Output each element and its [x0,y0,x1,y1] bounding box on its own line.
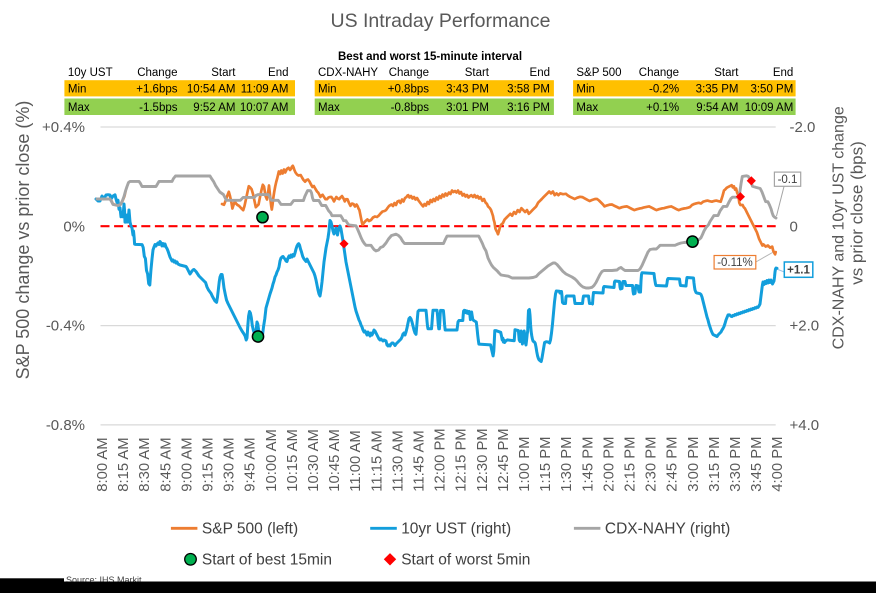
svg-text:CDX-NAHY: CDX-NAHY [318,67,378,79]
svg-text:Min: Min [68,84,87,96]
svg-text:CDX-NAHY (right): CDX-NAHY (right) [605,521,730,538]
svg-text:10:54 AM: 10:54 AM [187,84,236,96]
svg-text:10y UST: 10y UST [68,67,113,79]
svg-text:10:07 AM: 10:07 AM [240,102,289,114]
svg-text:3:58 PM: 3:58 PM [507,84,550,96]
svg-text:12:45 PM: 12:45 PM [496,428,512,491]
svg-text:Change: Change [389,67,429,79]
svg-text:10:45 AM: 10:45 AM [327,429,343,492]
svg-text:9:54 AM: 9:54 AM [696,102,738,114]
svg-text:S&P 500 (left): S&P 500 (left) [202,521,298,538]
svg-text:9:45 AM: 9:45 AM [243,437,259,491]
svg-text:+0.8bps: +0.8bps [388,84,429,96]
svg-text:11:00 AM: 11:00 AM [348,430,364,491]
svg-text:8:15 AM: 8:15 AM [116,437,132,491]
svg-text:Max: Max [576,102,598,114]
svg-text:3:01 PM: 3:01 PM [446,102,489,114]
svg-text:10:30 AM: 10:30 AM [306,429,322,492]
svg-text:11:09 AM: 11:09 AM [241,84,289,96]
svg-text:9:52 AM: 9:52 AM [193,102,235,114]
svg-text:S&P 500: S&P 500 [576,67,621,79]
svg-text:2:45 PM: 2:45 PM [665,437,681,492]
svg-text:+1.6bps: +1.6bps [136,84,177,96]
svg-text:9:15 AM: 9:15 AM [201,437,217,491]
svg-text:1:30 PM: 1:30 PM [559,437,575,492]
svg-text:10:09 AM: 10:09 AM [745,102,794,114]
svg-text:9:00 AM: 9:00 AM [179,437,195,491]
svg-text:Start: Start [211,67,236,79]
svg-text:Source: IHS Markit: Source: IHS Markit [66,575,142,585]
svg-text:12:30 PM: 12:30 PM [475,428,491,491]
svg-text:US Intraday Performance: US Intraday Performance [330,10,550,32]
svg-text:0%: 0% [63,218,85,235]
svg-text:3:30 PM: 3:30 PM [728,437,744,492]
svg-text:2:30 PM: 2:30 PM [644,437,660,492]
svg-text:3:15 PM: 3:15 PM [707,437,723,492]
svg-text:-0.8%: -0.8% [46,417,85,434]
svg-text:-0.11%: -0.11% [717,257,753,269]
svg-text:10yr UST (right): 10yr UST (right) [401,521,511,538]
svg-text:8:00 AM: 8:00 AM [95,437,111,491]
svg-text:11:30 AM: 11:30 AM [390,430,406,491]
svg-text:11:45 AM: 11:45 AM [412,430,428,491]
svg-text:2:15 PM: 2:15 PM [623,437,639,492]
svg-text:12:15 PM: 12:15 PM [454,428,470,491]
svg-text:-2.0: -2.0 [790,119,816,136]
svg-text:1:15 PM: 1:15 PM [538,437,554,492]
svg-text:11:15 AM: 11:15 AM [369,430,385,491]
svg-text:vs prior close (bps): vs prior close (bps) [848,141,867,285]
svg-text:End: End [773,67,793,79]
svg-text:1:00 PM: 1:00 PM [517,437,533,492]
svg-text:9:30 AM: 9:30 AM [222,437,238,491]
svg-text:Start of worst 5min: Start of worst 5min [401,552,530,569]
svg-text:3:16 PM: 3:16 PM [507,102,550,114]
svg-text:Max: Max [318,102,340,114]
svg-text:Min: Min [576,84,595,96]
svg-text:3:43 PM: 3:43 PM [446,84,489,96]
svg-text:1:45 PM: 1:45 PM [580,437,596,492]
svg-text:End: End [268,67,288,79]
svg-text:10:15 AM: 10:15 AM [285,429,301,492]
svg-text:10:00 AM: 10:00 AM [264,429,280,492]
svg-text:Best and worst 15-minute inter: Best and worst 15-minute interval [338,51,522,63]
svg-text:+4.0: +4.0 [790,417,820,434]
svg-text:8:45 AM: 8:45 AM [158,437,174,491]
svg-text:-0.4%: -0.4% [46,318,85,335]
svg-text:+1.1: +1.1 [787,265,810,277]
svg-text:Change: Change [137,67,177,79]
svg-text:-1.5bps: -1.5bps [139,102,178,114]
svg-text:Min: Min [318,84,337,96]
svg-text:Start: Start [465,67,490,79]
svg-text:3:45 PM: 3:45 PM [749,437,765,492]
svg-text:-0.1: -0.1 [778,174,798,186]
svg-text:0: 0 [790,218,798,235]
svg-text:-0.8bps: -0.8bps [391,102,430,114]
svg-text:-0.2%: -0.2% [649,84,679,96]
svg-text:End: End [530,67,550,79]
svg-text:Start: Start [714,67,739,79]
svg-text:S&P 500 change vs prior close: S&P 500 change vs prior close (%) [13,101,33,380]
svg-text:12:00 PM: 12:00 PM [433,428,449,491]
svg-text:4:00 PM: 4:00 PM [770,437,786,492]
svg-text:3:50 PM: 3:50 PM [750,84,793,96]
svg-text:Change: Change [639,67,679,79]
svg-text:+2.0: +2.0 [790,318,820,335]
svg-text:Max: Max [68,102,90,114]
svg-text:3:35 PM: 3:35 PM [696,84,739,96]
svg-text:+0.4%: +0.4% [42,119,85,136]
svg-text:2:00 PM: 2:00 PM [601,437,617,492]
svg-text:Start of best 15min: Start of best 15min [202,552,332,569]
svg-text:+0.1%: +0.1% [646,102,679,114]
svg-text:CDX-NAHY and 10yr UST change: CDX-NAHY and 10yr UST change [831,106,848,349]
svg-text:8:30 AM: 8:30 AM [137,437,153,491]
svg-text:3:00 PM: 3:00 PM [686,437,702,492]
